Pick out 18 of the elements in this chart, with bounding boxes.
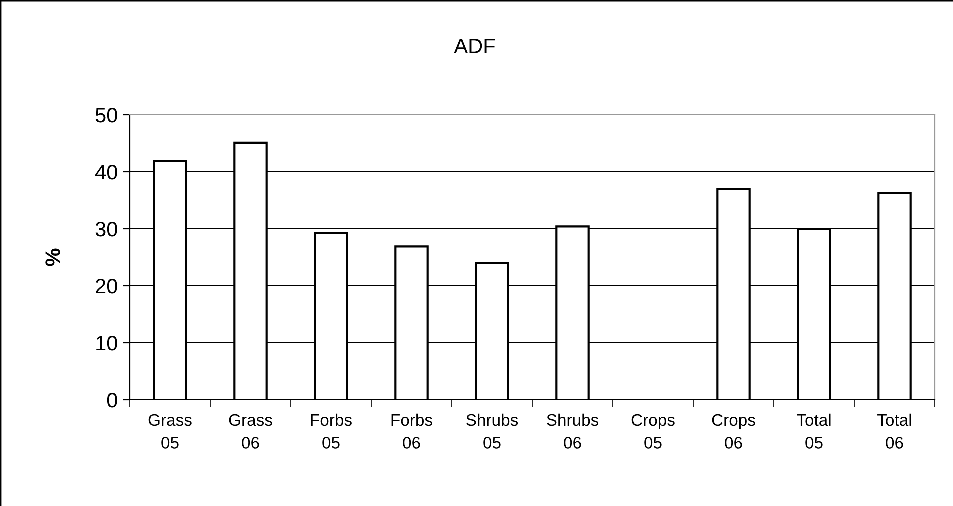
y-tick-label: 40: [96, 165, 118, 180]
x-tick-label: Grass 05: [148, 414, 192, 449]
x-tick-label: Shrubs 06: [547, 414, 599, 449]
y-tick-label: 0: [107, 393, 118, 408]
x-tick-label: Crops 06: [712, 414, 756, 449]
x-tick-label: Forbs 05: [311, 414, 352, 449]
x-tick-label: Shrubs 05: [466, 414, 518, 449]
x-tick-label: Total 05: [797, 414, 831, 449]
x-tick-label: Crops 05: [632, 414, 675, 449]
y-tick-label: 30: [96, 222, 118, 237]
x-tick-label: Forbs 06: [392, 414, 432, 449]
y-tick-label: 50: [96, 108, 118, 123]
y-tick-label: 20: [96, 279, 118, 294]
x-tick-label: Total 06: [878, 414, 912, 449]
y-tick-label: 10: [96, 336, 118, 351]
x-tick-label: Grass 06: [229, 414, 272, 449]
y-axis-title: %: [46, 248, 60, 266]
chart-title: ADF: [454, 39, 495, 54]
